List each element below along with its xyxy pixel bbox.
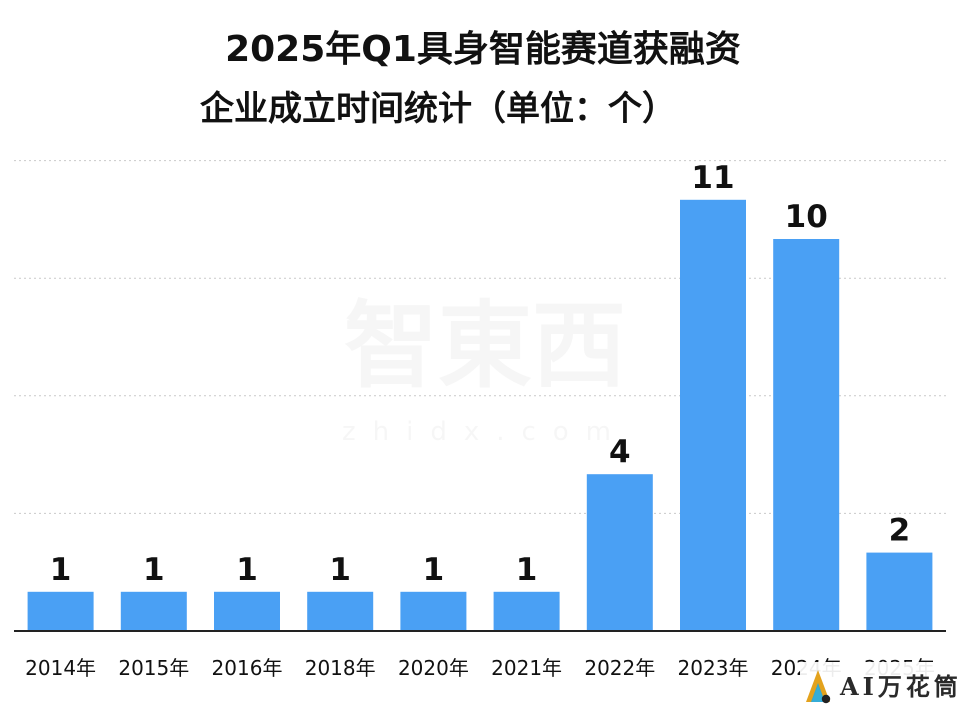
x-tick-label: 2020年 — [398, 656, 469, 680]
data-label: 11 — [691, 160, 734, 196]
chart-title-line-2: 企业成立时间统计（单位：个） — [200, 89, 676, 129]
chart-title-line-1: 2025年Q1具身智能赛道获融资 — [225, 29, 741, 70]
bar — [120, 591, 187, 631]
bar — [493, 591, 560, 631]
bar — [586, 474, 653, 631]
x-tick-label: 2022年 — [584, 656, 655, 680]
bar — [400, 591, 467, 631]
triangle-logo-icon — [804, 668, 832, 706]
x-tick-label: 2016年 — [212, 656, 283, 680]
bar — [680, 199, 746, 632]
bar-series — [27, 199, 933, 632]
brand-logo-text: AI万花筒 — [840, 672, 962, 701]
x-axis-tick-labels: 2014年 2015年 2016年 2018年 2020年 2021年 2022年 2023年… — [25, 656, 935, 680]
x-tick-label: 2014年 — [25, 656, 96, 680]
bar — [866, 552, 933, 631]
data-label: 4 — [609, 434, 631, 470]
x-tick-label: 2018年 — [305, 656, 376, 680]
data-label: 1 — [236, 552, 258, 588]
data-label: 2 — [889, 513, 911, 549]
bar — [27, 591, 94, 631]
bar — [307, 591, 374, 631]
bar — [773, 239, 840, 631]
data-label: 1 — [50, 552, 72, 588]
data-label: 10 — [785, 199, 828, 235]
x-tick-label: 2021年 — [491, 656, 562, 680]
x-tick-label: 2015年 — [118, 656, 189, 680]
brand-logo: AI万花筒 — [800, 662, 958, 712]
data-label: 1 — [516, 552, 538, 588]
x-tick-label: 2023年 — [678, 656, 749, 680]
data-label: 1 — [423, 552, 445, 588]
data-label: 1 — [329, 552, 351, 588]
data-label: 1 — [143, 552, 165, 588]
bar — [214, 591, 280, 631]
